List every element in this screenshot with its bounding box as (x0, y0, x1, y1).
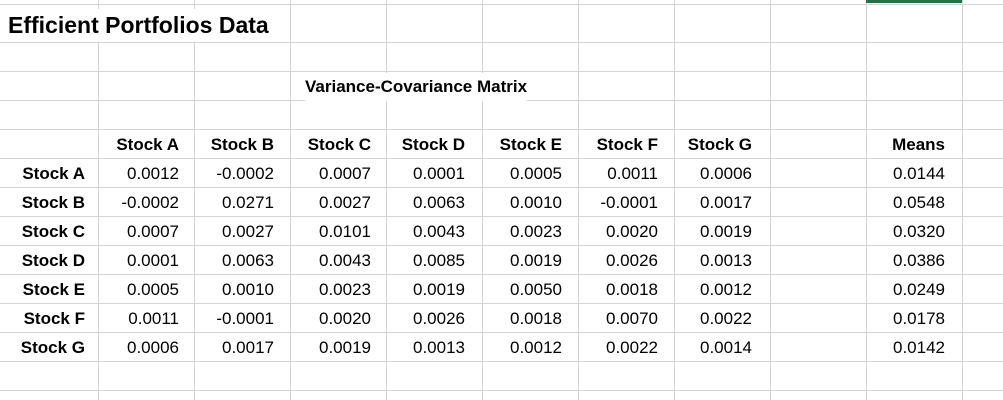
matrix-cell[interactable]: 0.0026 (606, 251, 658, 270)
mean-cell[interactable]: 0.0178 (893, 309, 945, 328)
row-gridline (0, 274, 1003, 275)
row-label[interactable]: Stock E (22, 280, 85, 299)
matrix-cell[interactable]: 0.0006 (700, 164, 752, 183)
matrix-cell[interactable]: 0.0013 (700, 251, 752, 270)
matrix-cell[interactable]: 0.0012 (700, 280, 752, 299)
matrix-cell[interactable]: 0.0017 (700, 193, 752, 212)
matrix-cell[interactable]: 0.0020 (319, 309, 371, 328)
row-gridline (0, 390, 1003, 391)
row-gridline (0, 158, 1003, 159)
row-label[interactable]: Stock F (23, 309, 85, 328)
mean-cell[interactable]: 0.0249 (893, 280, 945, 299)
column-gridline (578, 0, 579, 400)
mean-cell[interactable]: 0.0548 (893, 193, 945, 212)
row-label[interactable]: Stock B (21, 193, 85, 212)
matrix-cell[interactable]: 0.0020 (606, 222, 658, 241)
row-gridline (0, 332, 1003, 333)
matrix-cell[interactable]: 0.0005 (510, 164, 562, 183)
matrix-cell[interactable]: 0.0027 (319, 193, 371, 212)
row-gridline (0, 71, 1003, 72)
matrix-cell[interactable]: 0.0101 (319, 222, 371, 241)
row-label[interactable]: Stock G (20, 338, 85, 357)
matrix-cell[interactable]: 0.0063 (222, 251, 274, 270)
column-header[interactable]: Stock A (116, 135, 179, 154)
row-gridline (0, 303, 1003, 304)
column-gridline (482, 0, 483, 400)
row-label[interactable]: Stock C (21, 222, 85, 241)
matrix-cell[interactable]: 0.0027 (222, 222, 274, 241)
matrix-cell[interactable]: 0.0019 (413, 280, 465, 299)
column-gridline (194, 0, 195, 400)
selected-cell-indicator (866, 0, 962, 3)
row-gridline (0, 42, 1003, 43)
matrix-cell[interactable]: 0.0013 (413, 338, 465, 357)
column-gridline (386, 0, 387, 400)
matrix-cell[interactable]: -0.0002 (216, 164, 274, 183)
row-gridline (0, 129, 1003, 130)
matrix-cell[interactable]: 0.0019 (700, 222, 752, 241)
matrix-cell[interactable]: 0.0018 (510, 309, 562, 328)
matrix-cell[interactable]: 0.0001 (413, 164, 465, 183)
matrix-cell[interactable]: 0.0001 (127, 251, 179, 270)
matrix-cell[interactable]: 0.0018 (606, 280, 658, 299)
row-gridline (0, 216, 1003, 217)
row-label[interactable]: Stock D (21, 251, 85, 270)
column-gridline (770, 0, 771, 400)
matrix-cell[interactable]: 0.0014 (700, 338, 752, 357)
row-label[interactable]: Stock A (22, 164, 85, 183)
column-header[interactable]: Stock C (307, 135, 371, 154)
matrix-cell[interactable]: 0.0010 (510, 193, 562, 212)
column-gridline (674, 0, 675, 400)
column-gridline (98, 0, 99, 400)
matrix-cell[interactable]: 0.0070 (606, 309, 658, 328)
column-header[interactable]: Stock E (499, 135, 562, 154)
matrix-cell[interactable]: 0.0043 (413, 222, 465, 241)
mean-cell[interactable]: 0.0142 (893, 338, 945, 357)
column-gridline (866, 0, 867, 400)
column-header[interactable]: Stock G (687, 135, 752, 154)
column-gridline (290, 0, 291, 400)
mean-cell[interactable]: 0.0320 (893, 222, 945, 241)
matrix-cell[interactable]: 0.0022 (606, 338, 658, 357)
matrix-cell[interactable]: 0.0043 (319, 251, 371, 270)
matrix-cell[interactable]: 0.0063 (413, 193, 465, 212)
matrix-title[interactable]: Variance-Covariance Matrix (305, 73, 528, 101)
matrix-cell[interactable]: -0.0002 (121, 193, 179, 212)
column-header[interactable]: Stock B (210, 135, 274, 154)
matrix-cell[interactable]: 0.0011 (607, 164, 658, 183)
matrix-cell[interactable]: 0.0007 (127, 222, 179, 241)
matrix-cell[interactable]: -0.0001 (600, 193, 658, 212)
row-gridline (0, 4, 1003, 5)
column-gridline (962, 0, 963, 400)
row-gridline (0, 187, 1003, 188)
row-gridline (0, 361, 1003, 362)
matrix-cell[interactable]: 0.0012 (127, 164, 179, 183)
matrix-cell[interactable]: 0.0271 (222, 193, 274, 212)
matrix-cell[interactable]: 0.0023 (510, 222, 562, 241)
sheet-title[interactable]: Efficient Portfolios Data (8, 9, 271, 41)
mean-cell[interactable]: 0.0386 (893, 251, 945, 270)
matrix-cell[interactable]: -0.0001 (216, 309, 274, 328)
matrix-cell[interactable]: 0.0023 (319, 280, 371, 299)
matrix-cell[interactable]: 0.0006 (127, 338, 179, 357)
matrix-cell[interactable]: 0.0085 (413, 251, 465, 270)
mean-cell[interactable]: 0.0144 (893, 164, 945, 183)
matrix-cell[interactable]: 0.0019 (510, 251, 562, 270)
matrix-cell[interactable]: 0.0005 (127, 280, 179, 299)
matrix-cell[interactable]: 0.0011 (128, 309, 179, 328)
column-header[interactable]: Stock D (401, 135, 465, 154)
matrix-cell[interactable]: 0.0012 (510, 338, 562, 357)
matrix-cell[interactable]: 0.0050 (510, 280, 562, 299)
matrix-cell[interactable]: 0.0022 (700, 309, 752, 328)
column-header[interactable]: Stock F (596, 135, 658, 154)
matrix-cell[interactable]: 0.0010 (222, 280, 274, 299)
matrix-cell[interactable]: 0.0026 (413, 309, 465, 328)
matrix-cell[interactable]: 0.0019 (319, 338, 371, 357)
matrix-cell[interactable]: 0.0017 (222, 338, 274, 357)
row-gridline (0, 245, 1003, 246)
means-header[interactable]: Means (892, 135, 945, 154)
matrix-cell[interactable]: 0.0007 (319, 164, 371, 183)
